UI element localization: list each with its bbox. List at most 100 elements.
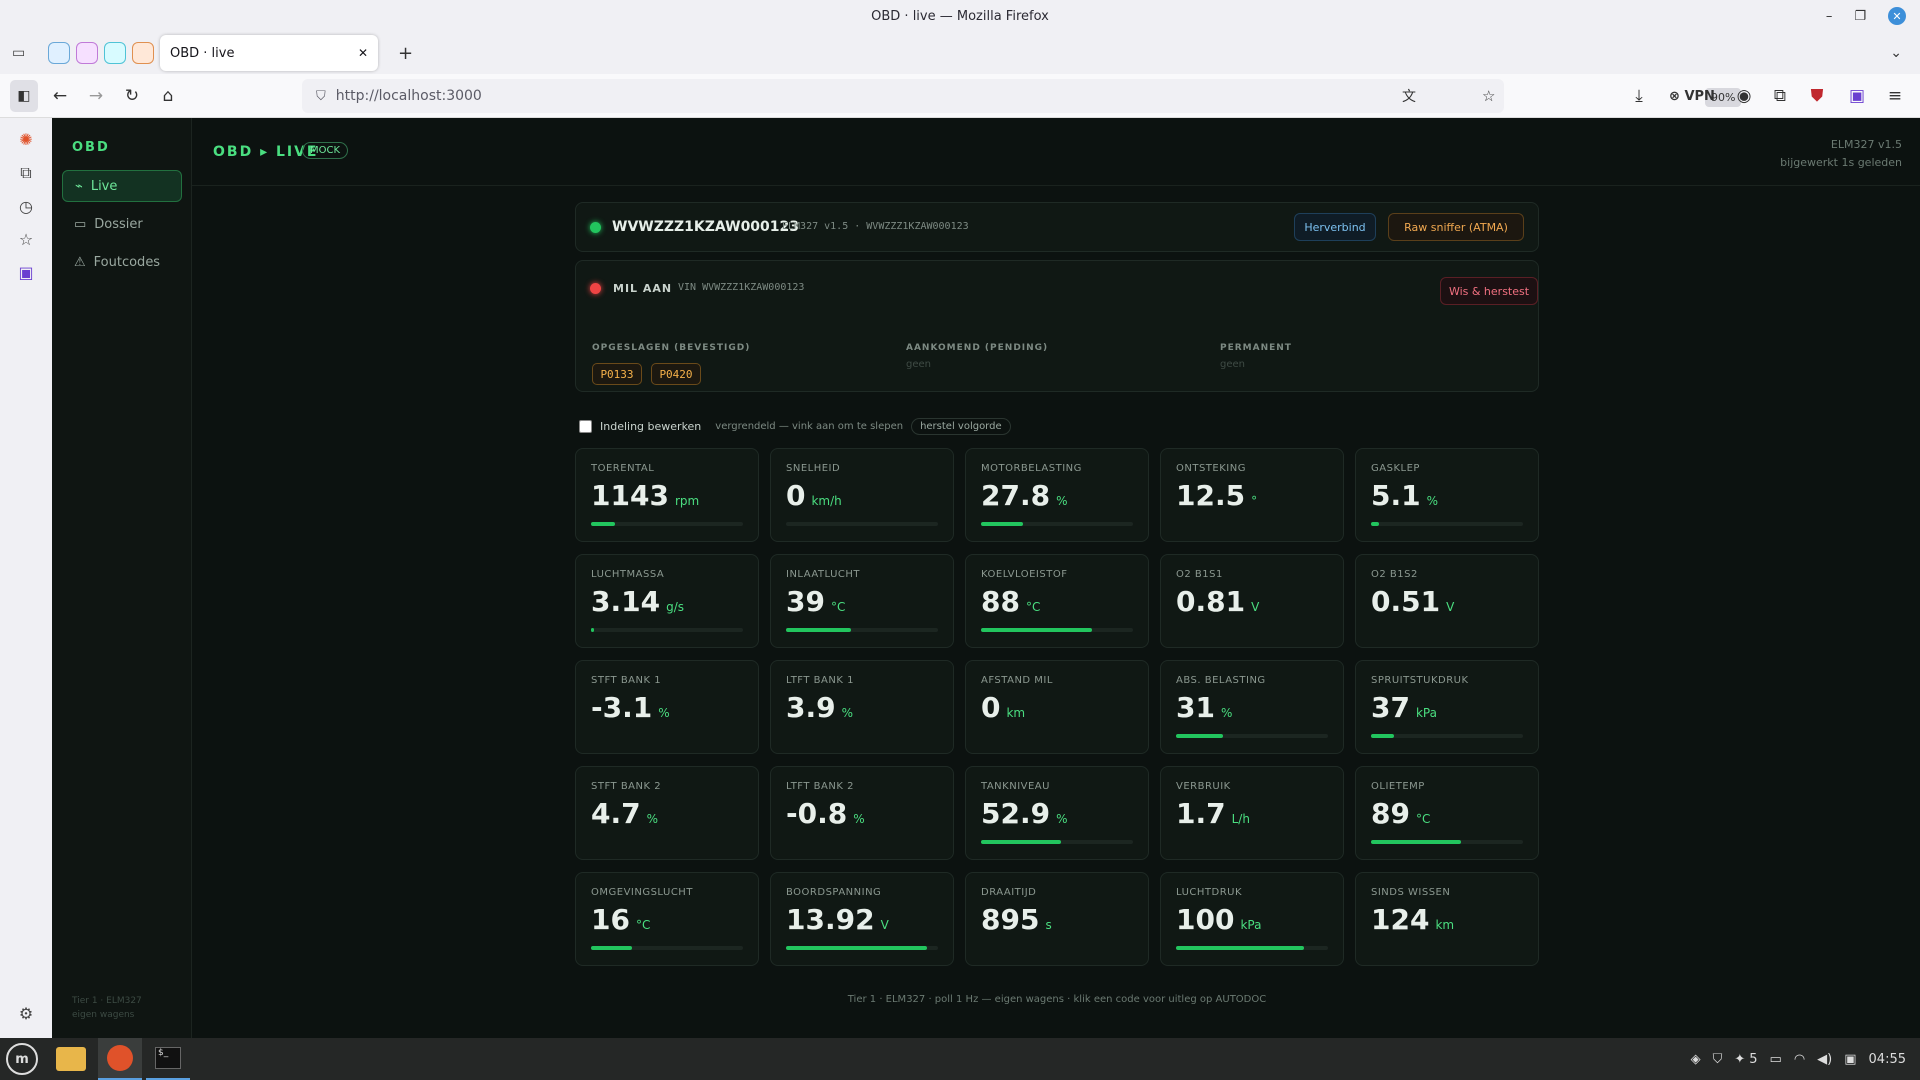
chevron-down-icon[interactable]: ⌄: [1890, 45, 1902, 61]
url-bar[interactable]: ⛉ http://localhost:3000 文 90% ☆: [302, 79, 1742, 113]
notifications-icon[interactable]: ✦ 5: [1734, 1051, 1758, 1067]
vpn-button[interactable]: ⊗ VPN: [1669, 88, 1715, 104]
clear-codes-button[interactable]: Wis & herstest: [1440, 277, 1538, 305]
sensor-tile[interactable]: STFT BANK 1 -3.1%: [575, 660, 759, 754]
sensor-tile[interactable]: OLIETEMP 89 °C: [1355, 766, 1539, 860]
extensions-icon[interactable]: ⧉: [1773, 86, 1787, 106]
sensor-tile[interactable]: TOERENTAL 1143 rpm: [575, 448, 759, 542]
extension-app-icon[interactable]: ▣: [1848, 86, 1866, 106]
sensor-unit: km: [1435, 918, 1455, 932]
sensor-label: SPRUITSTUKDRUK: [1371, 675, 1469, 686]
home-icon[interactable]: ⌂: [162, 86, 174, 106]
bookmarks-icon[interactable]: ☆: [18, 230, 34, 249]
firefox-taskbar-icon[interactable]: [98, 1038, 142, 1080]
tab-obd-live[interactable]: OBD · live ✕: [160, 35, 378, 71]
sensor-tile[interactable]: KOELVLOEISTOF 88 °C: [965, 554, 1149, 648]
container-tab-icon[interactable]: [104, 42, 126, 64]
sensor-tile[interactable]: LUCHTMASSA 3.14 g/s: [575, 554, 759, 648]
sidebar-item-dossier[interactable]: ▭ Dossier: [62, 208, 182, 240]
volume-icon[interactable]: ◀): [1817, 1051, 1833, 1067]
sensor-tile[interactable]: LTFT BANK 1 3.9%: [770, 660, 954, 754]
sensor-tile[interactable]: SINDS WISSEN 124 km: [1355, 872, 1539, 966]
sensor-tile[interactable]: AFSTAND MIL 0 km: [965, 660, 1149, 754]
sensor-tile[interactable]: MOTORBELASTING 27.8%: [965, 448, 1149, 542]
start-menu-icon[interactable]: m: [6, 1043, 38, 1075]
sidebar-item-live[interactable]: ⌁ Live: [62, 170, 182, 202]
close-window-icon[interactable]: ✕: [1888, 7, 1906, 25]
sensor-value: 39: [786, 585, 825, 618]
tray-app-icon[interactable]: ◈: [1690, 1051, 1701, 1067]
container-tab-icon[interactable]: [132, 42, 154, 64]
dtc-code-chip[interactable]: P0133: [592, 363, 642, 385]
download-icon[interactable]: ⤓: [1635, 86, 1643, 106]
sensor-reading: 5.1%: [1371, 479, 1438, 512]
sensor-tile[interactable]: STFT BANK 2 4.7%: [575, 766, 759, 860]
minimize-icon[interactable]: –: [1825, 8, 1833, 24]
sensor-tile[interactable]: OMGEVINGSLUCHT 16 °C: [575, 872, 759, 966]
tray-shield-icon[interactable]: ⛉: [1712, 1051, 1723, 1067]
sensor-tile[interactable]: LUCHTDRUK 100 kPa: [1160, 872, 1344, 966]
display-icon[interactable]: ▭: [1769, 1051, 1782, 1067]
back-icon[interactable]: ←: [52, 86, 68, 106]
account-icon[interactable]: ◉: [1736, 86, 1752, 106]
container-tab-icon[interactable]: [48, 42, 70, 64]
clock[interactable]: 04:55: [1868, 1051, 1906, 1067]
connection-card: WVWZZZ1KZAW000123 ELM327 v1.5 · WVWZZZ1K…: [575, 202, 1539, 252]
settings-gear-icon[interactable]: ⚙: [18, 1004, 34, 1023]
tray-ext-icon[interactable]: ▣: [1844, 1051, 1857, 1067]
history-icon[interactable]: ◷: [19, 197, 33, 216]
edit-layout-label[interactable]: Indeling bewerken: [600, 420, 702, 433]
sensor-tile[interactable]: O2 B1S1 0.81 V: [1160, 554, 1344, 648]
sensor-value: 4.7: [591, 797, 641, 830]
sensor-tile[interactable]: ABS. BELASTING 31%: [1160, 660, 1344, 754]
sensor-tile[interactable]: TANKNIVEAU 52.9%: [965, 766, 1149, 860]
sidebar-footer: Tier 1 · ELM327 eigen wagens: [72, 994, 142, 1022]
sensor-tile[interactable]: INLAATLUCHT 39 °C: [770, 554, 954, 648]
tab-list-icon[interactable]: ▭: [12, 45, 26, 61]
sensor-tile[interactable]: SPRUITSTUKDRUK 37 kPa: [1355, 660, 1539, 754]
sensor-reading: 0 km/h: [786, 479, 842, 512]
edit-layout-checkbox[interactable]: [579, 420, 592, 433]
wifi-icon[interactable]: ◠: [1793, 1051, 1806, 1067]
sensor-label: LUCHTDRUK: [1176, 887, 1243, 898]
raw-sniffer-button[interactable]: Raw sniffer (ATMA): [1388, 213, 1524, 241]
synced-tabs-icon[interactable]: ⧉: [20, 163, 32, 182]
mil-status-dot: [590, 283, 601, 294]
dtc-code-chip[interactable]: P0420: [651, 363, 701, 385]
menu-icon[interactable]: ≡: [1887, 86, 1903, 106]
sensor-tile[interactable]: ONTSTEKING 12.5 °: [1160, 448, 1344, 542]
sensor-value: 52.9: [981, 797, 1051, 830]
sensor-tile[interactable]: O2 B1S2 0.51 V: [1355, 554, 1539, 648]
terminal-icon[interactable]: $_: [146, 1038, 190, 1080]
sensor-tile[interactable]: LTFT BANK 2 -0.8%: [770, 766, 954, 860]
sidebar-toggle-icon[interactable]: ◧: [10, 80, 38, 112]
file-manager-icon[interactable]: [56, 1047, 86, 1071]
bookmark-star-icon[interactable]: ☆: [1482, 87, 1496, 105]
ublock-icon[interactable]: ⛊: [1810, 86, 1824, 106]
tab-close-icon[interactable]: ✕: [357, 46, 368, 60]
reload-icon[interactable]: ↻: [124, 86, 140, 106]
system-tray: ◈ ⛉ ✦ 5 ▭ ◠ ◀) ▣ 04:55: [1691, 1038, 1906, 1080]
translate-icon[interactable]: 文: [1402, 89, 1416, 105]
reset-order-button[interactable]: herstel volgorde: [911, 418, 1011, 435]
zoom-level[interactable]: 90%: [1705, 88, 1742, 107]
sensor-gauge-bar: [591, 946, 743, 950]
sensor-tile[interactable]: VERBRUIK 1.7 L/h: [1160, 766, 1344, 860]
new-tab-icon[interactable]: +: [398, 42, 414, 64]
reconnect-button[interactable]: Herverbind: [1294, 213, 1376, 241]
ai-sparkle-icon[interactable]: ✺: [19, 130, 33, 149]
container-tab-icon[interactable]: [76, 42, 98, 64]
activity-icon: ⌁: [75, 178, 83, 194]
sensor-tile[interactable]: DRAAITIJD 895 s: [965, 872, 1149, 966]
forward-icon[interactable]: →: [88, 86, 104, 106]
sensor-tile[interactable]: BOORDSPANNING 13.92 V: [770, 872, 954, 966]
app-brand: OBD: [72, 140, 110, 155]
sensor-tile[interactable]: GASKLEP 5.1%: [1355, 448, 1539, 542]
sensor-tile[interactable]: SNELHEID 0 km/h: [770, 448, 954, 542]
sensor-gauge-bar: [981, 522, 1133, 526]
sensor-gauge-fill: [591, 628, 595, 632]
sensor-gauge-bar: [1371, 840, 1523, 844]
sidebar-item-foutcodes[interactable]: ⚠ Foutcodes: [62, 246, 182, 278]
extension-sidebar-icon[interactable]: ▣: [18, 263, 34, 282]
maximize-icon[interactable]: ❐: [1854, 8, 1866, 24]
